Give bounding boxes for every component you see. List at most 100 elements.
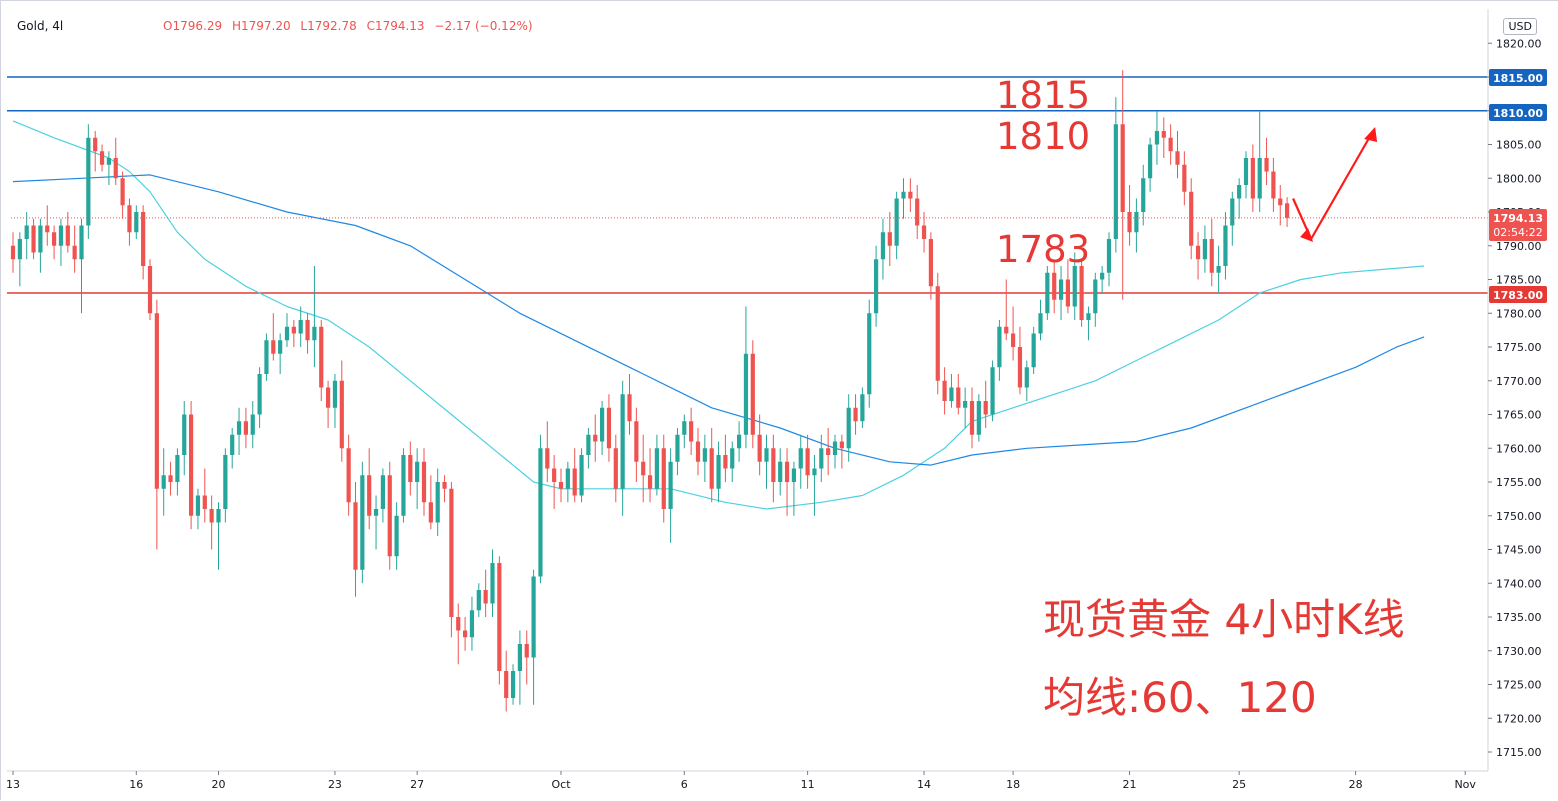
- horizontal-levels[interactable]: [7, 76, 1488, 294]
- candle: [367, 448, 372, 530]
- candle: [387, 461, 392, 570]
- candle: [17, 232, 22, 287]
- candle-body: [284, 326, 290, 341]
- candle: [565, 461, 570, 503]
- candle: [517, 630, 522, 705]
- candle-body: [791, 468, 796, 482]
- candle: [1011, 306, 1016, 361]
- candle: [510, 664, 516, 705]
- candle-body: [743, 353, 749, 435]
- candle-body: [291, 326, 296, 334]
- candle-body: [846, 407, 851, 449]
- candle: [1264, 137, 1269, 185]
- candle: [230, 428, 235, 469]
- candle-body: [38, 225, 43, 253]
- y-tick-label: 1730.00: [1496, 645, 1542, 658]
- candle: [935, 272, 940, 395]
- x-tick-label: 21: [1123, 778, 1137, 791]
- candle-body: [764, 448, 769, 462]
- candle-body: [1011, 333, 1016, 347]
- candle: [147, 259, 153, 320]
- candle-body: [45, 225, 50, 233]
- candle: [490, 549, 495, 617]
- candle: [901, 178, 906, 219]
- candle: [1250, 144, 1255, 212]
- candle-body: [243, 421, 248, 435]
- candle-body: [983, 401, 988, 415]
- candle: [853, 394, 858, 435]
- candle: [195, 488, 201, 530]
- symbol-label[interactable]: Gold, 4l: [17, 19, 64, 33]
- candle-body: [408, 455, 413, 482]
- candle-body: [216, 509, 221, 523]
- candle: [332, 374, 338, 428]
- x-tick-label: Nov: [1454, 778, 1476, 791]
- candle-body: [613, 448, 618, 489]
- candle-body: [326, 387, 331, 408]
- candle-body: [990, 367, 995, 415]
- candle: [737, 421, 742, 462]
- price-badges: 1815.00 1810.00 1794.13 02:54:22 1783.00: [1489, 69, 1547, 303]
- candle-body: [832, 441, 838, 455]
- candle: [65, 212, 70, 253]
- candle: [716, 441, 721, 503]
- candle: [956, 374, 961, 415]
- candle-body: [394, 515, 399, 557]
- candle-body: [1106, 239, 1112, 273]
- candle-body: [867, 313, 872, 395]
- candle: [257, 367, 262, 428]
- candle-body: [661, 448, 666, 509]
- y-tick-label: 1755.00: [1496, 476, 1542, 489]
- candle: [593, 414, 598, 462]
- candle: [127, 198, 132, 246]
- candle-body: [702, 448, 707, 462]
- candle-body: [976, 401, 981, 435]
- candle-body: [113, 158, 118, 179]
- candle-body: [1024, 367, 1029, 388]
- candle-body: [586, 434, 591, 455]
- candle-body: [202, 495, 207, 509]
- candle-body: [552, 468, 557, 482]
- candle-body: [17, 239, 22, 260]
- y-tick-label: 1750.00: [1496, 510, 1542, 523]
- candle: [154, 299, 159, 550]
- candle-body: [1065, 279, 1070, 307]
- candle: [415, 448, 420, 509]
- candle: [757, 414, 762, 476]
- candle: [353, 482, 358, 597]
- candle-body: [1031, 333, 1036, 368]
- candle: [305, 313, 310, 354]
- candle: [236, 407, 242, 455]
- time-axis[interactable]: 13 16 20 23 27 Oct 6 11 14 18 21 25 28 Nov: [6, 771, 1476, 791]
- x-tick-label: 6: [681, 778, 688, 791]
- candle-body: [1052, 272, 1057, 300]
- candle: [1031, 326, 1036, 374]
- candle-body: [93, 137, 98, 152]
- currency-button[interactable]: USD: [1503, 18, 1537, 35]
- candle-body: [1045, 272, 1050, 314]
- candle-body: [1237, 185, 1242, 199]
- candle: [969, 387, 975, 449]
- candle: [1175, 131, 1180, 179]
- candle: [908, 178, 913, 212]
- candle-body: [668, 461, 673, 509]
- ohlc-values: O1796.29 H1797.20 L1792.78 C1794.13 −2.1…: [163, 19, 539, 33]
- candle-body: [1038, 313, 1043, 334]
- candle-body: [600, 407, 605, 442]
- candle: [497, 556, 502, 685]
- candle: [963, 387, 968, 428]
- candle: [983, 380, 988, 428]
- high-value: H1797.20: [231, 19, 291, 33]
- badge-1810-bg: [1489, 104, 1547, 121]
- candle-body: [319, 326, 324, 388]
- candle-body: [1134, 212, 1139, 233]
- candle-body: [497, 563, 502, 671]
- candle-body: [853, 407, 858, 422]
- candle: [380, 468, 385, 523]
- candle-body: [134, 212, 139, 233]
- candle: [531, 569, 536, 705]
- candle: [654, 434, 659, 496]
- candle: [1058, 266, 1064, 320]
